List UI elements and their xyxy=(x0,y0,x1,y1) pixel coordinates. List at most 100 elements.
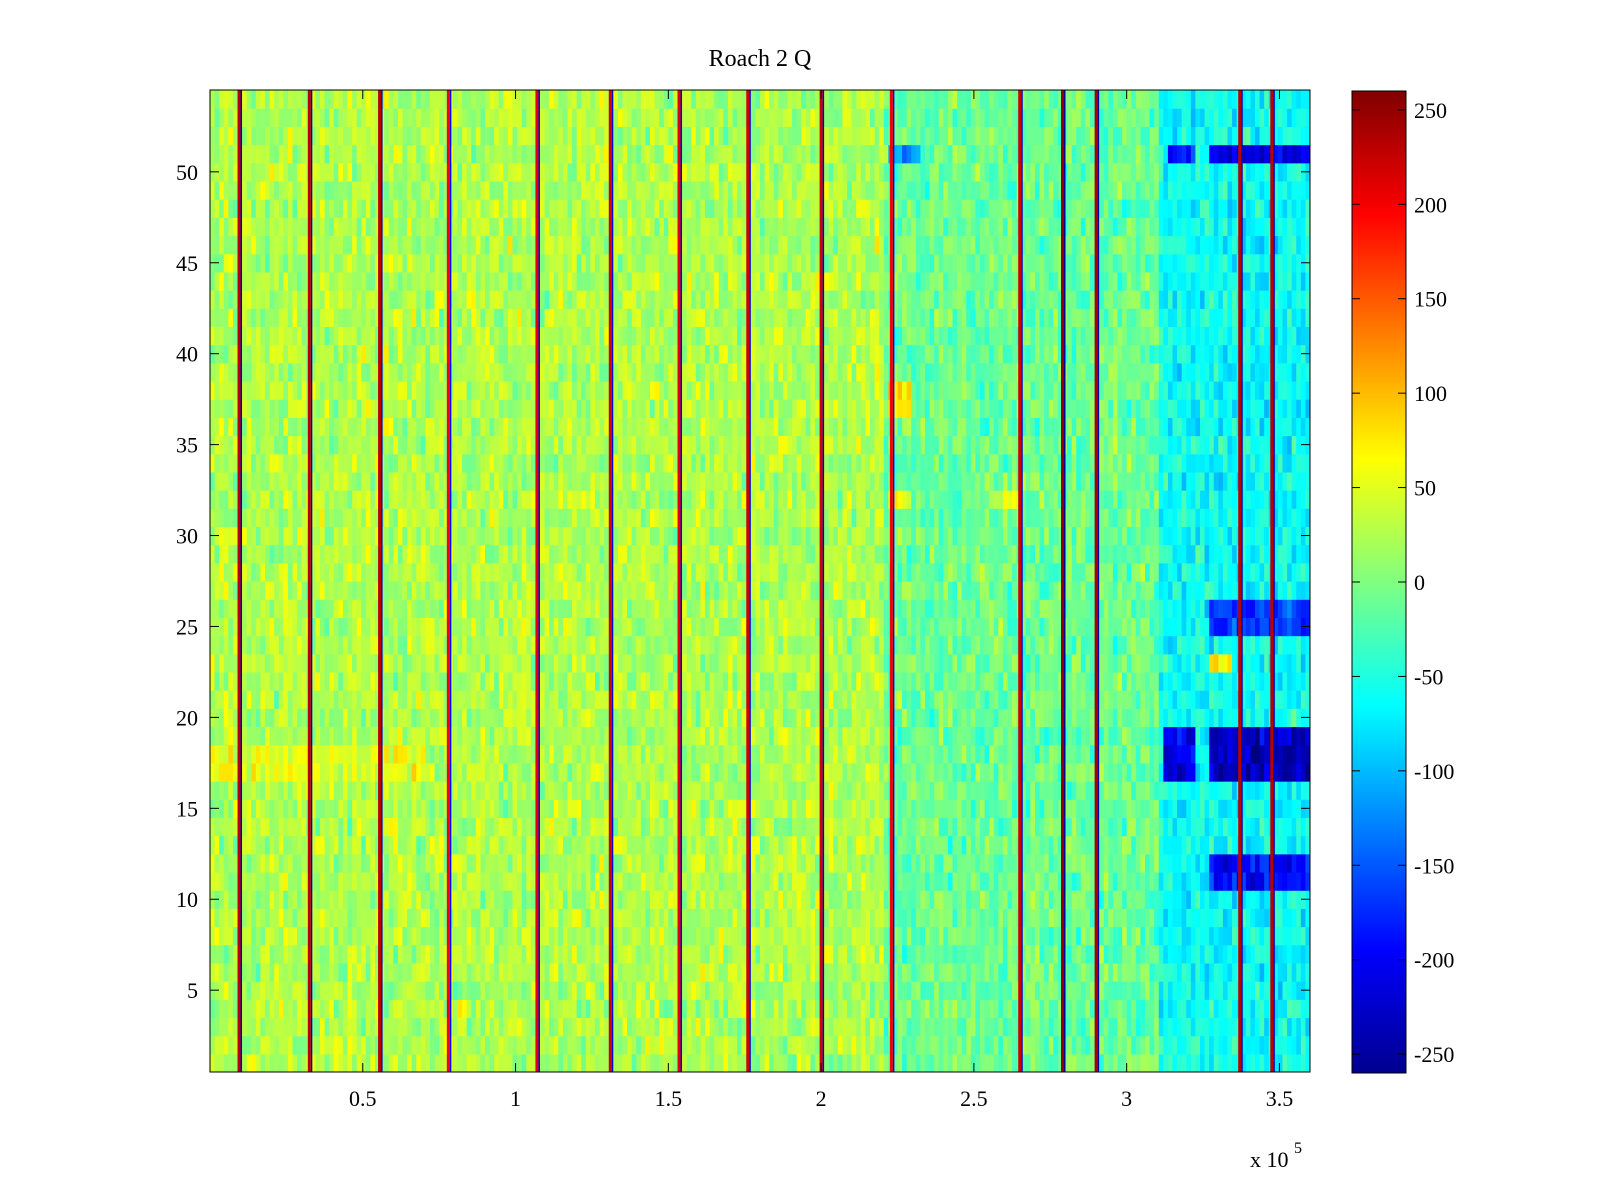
heatmap-cell xyxy=(315,781,321,800)
heatmap-cell xyxy=(1177,908,1183,928)
heatmap-cell xyxy=(411,835,417,855)
heatmap-cell xyxy=(232,999,239,1019)
heatmap-cell xyxy=(1200,726,1206,746)
heatmap-cell xyxy=(1131,835,1137,855)
heatmap-cell xyxy=(434,890,440,909)
heatmap-cell xyxy=(998,708,1004,728)
heatmap-cell xyxy=(599,799,605,819)
heatmap-cell xyxy=(1158,853,1164,873)
heatmap-cell xyxy=(274,762,280,782)
heatmap-cell xyxy=(384,1035,390,1055)
heatmap-cell xyxy=(856,890,862,909)
heatmap-cell xyxy=(503,890,509,909)
heatmap-cell xyxy=(966,1017,972,1037)
heatmap-cell xyxy=(1012,981,1018,1000)
heatmap-cell xyxy=(938,799,944,819)
heatmap-cell xyxy=(654,853,660,873)
heatmap-cell xyxy=(723,781,729,800)
heatmap-cell xyxy=(338,726,344,746)
heatmap-cell xyxy=(672,944,679,964)
heatmap-cell xyxy=(375,708,381,728)
heatmap-cell xyxy=(595,690,601,709)
heatmap-cell xyxy=(462,853,468,873)
heatmap-cell xyxy=(297,726,303,746)
heatmap-cell xyxy=(659,871,665,891)
heatmap-cell xyxy=(847,708,853,728)
heatmap-cell xyxy=(1112,744,1119,764)
heatmap-cell xyxy=(489,853,495,873)
heatmap-cell xyxy=(1057,944,1064,964)
heatmap-cell xyxy=(1080,944,1087,964)
heatmap-cell xyxy=(1177,1053,1183,1072)
heatmap-cell xyxy=(567,708,573,728)
heatmap-cell xyxy=(1099,926,1105,946)
heatmap-cell xyxy=(581,890,587,909)
heatmap-cell xyxy=(938,744,944,764)
heatmap-cell xyxy=(1103,981,1109,1000)
heatmap-cell xyxy=(1163,1017,1169,1037)
heatmap-cell xyxy=(1241,1053,1247,1072)
heatmap-cell xyxy=(691,817,697,837)
heatmap-cell xyxy=(627,708,633,728)
heatmap-cell xyxy=(640,762,647,782)
heatmap-cell xyxy=(1273,926,1279,946)
heatmap-cell xyxy=(228,690,234,709)
heatmap-cell xyxy=(957,853,963,873)
heatmap-cell xyxy=(283,890,289,909)
heatmap-cell xyxy=(805,981,812,1000)
heatmap-cell xyxy=(1282,908,1288,928)
heatmap-cell xyxy=(471,744,477,764)
heatmap-cell xyxy=(636,1035,642,1055)
heatmap-cell xyxy=(1154,1053,1160,1072)
heatmap-cell xyxy=(1200,835,1206,855)
heatmap-cell xyxy=(640,781,647,800)
heatmap-cell xyxy=(439,1035,445,1055)
heatmap-cell xyxy=(1044,708,1050,728)
heatmap-cell xyxy=(1227,726,1233,746)
heatmap-cell xyxy=(787,853,793,873)
heatmap-cell xyxy=(352,962,358,982)
heatmap-cell xyxy=(1126,799,1132,819)
heatmap-cell xyxy=(475,781,482,800)
heatmap-cell xyxy=(485,871,491,891)
heatmap-cell xyxy=(278,871,284,891)
heatmap-cell xyxy=(1190,762,1197,782)
heatmap-cell xyxy=(223,871,229,891)
heatmap-cell xyxy=(1030,781,1036,800)
heatmap-cell xyxy=(787,762,793,782)
heatmap-cell xyxy=(640,890,647,909)
heatmap-cell xyxy=(370,926,376,946)
heatmap-cell xyxy=(572,726,578,746)
heatmap-cell xyxy=(255,726,262,746)
heatmap-cell xyxy=(1085,1053,1091,1072)
heatmap-cell xyxy=(287,690,294,709)
heatmap-cell xyxy=(1227,871,1233,891)
heatmap-cell xyxy=(1181,981,1187,1000)
heatmap-cell xyxy=(475,1017,482,1037)
heatmap-cell xyxy=(393,690,399,709)
heatmap-cell xyxy=(1213,1035,1219,1055)
heatmap-cell xyxy=(682,708,688,728)
heatmap-cell xyxy=(1232,1053,1238,1072)
heatmap-cell xyxy=(228,944,234,964)
heatmap-cell xyxy=(1057,817,1064,837)
heatmap-cell xyxy=(1149,799,1155,819)
heatmap-cell xyxy=(915,1035,922,1055)
heatmap-cell xyxy=(210,835,216,855)
heatmap-cell xyxy=(1126,853,1132,873)
heatmap-cell xyxy=(989,981,995,1000)
heatmap-cell xyxy=(723,690,729,709)
heatmap-cell xyxy=(269,999,275,1019)
heatmap-cell xyxy=(1076,962,1082,982)
heatmap-cell xyxy=(287,1053,294,1072)
heatmap-cell xyxy=(750,981,757,1000)
heatmap-cell xyxy=(705,1035,711,1055)
heatmap-cell xyxy=(1167,926,1174,946)
heatmap-cell xyxy=(416,781,422,800)
heatmap-cell xyxy=(310,726,317,746)
heatmap-cell xyxy=(269,981,275,1000)
heatmap-cell xyxy=(815,835,821,855)
heatmap-cell xyxy=(989,962,995,982)
heatmap-cell xyxy=(1039,1053,1045,1072)
heatmap-cell xyxy=(558,999,564,1019)
